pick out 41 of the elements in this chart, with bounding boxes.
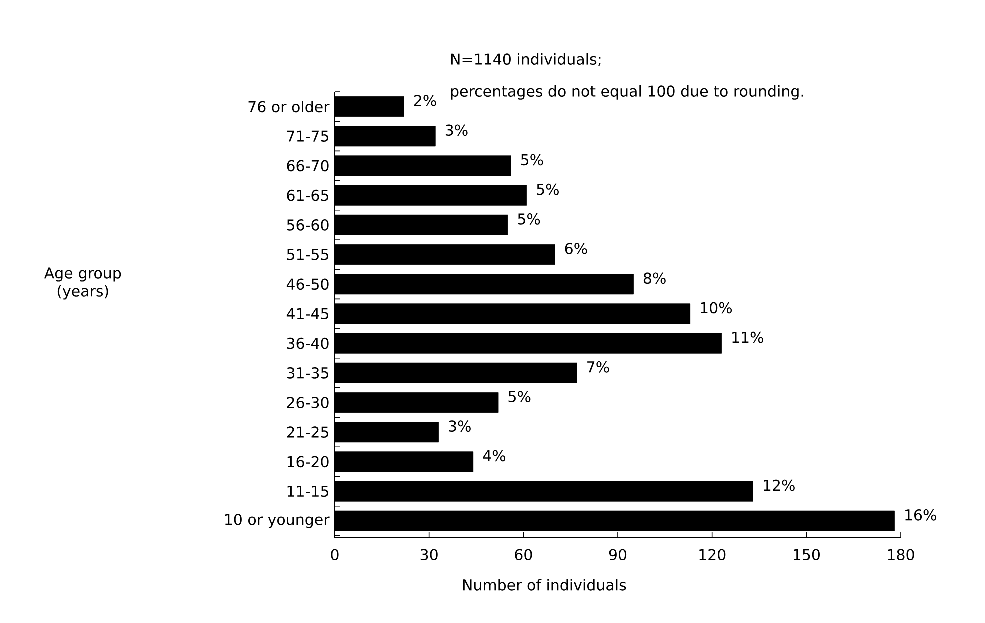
y-tick-label: 36-40 bbox=[287, 338, 329, 350]
annotation: 2% bbox=[414, 95, 436, 106]
x-tick-label: 0 bbox=[331, 549, 339, 561]
annotation: 7% bbox=[588, 361, 610, 373]
y-tick-label: 21-25 bbox=[287, 426, 328, 438]
x-tick-label: 90 bbox=[609, 549, 627, 561]
y-tick-label: 66-70 bbox=[287, 160, 329, 172]
annotation: 5% bbox=[508, 391, 531, 402]
y-tick-label: 46-50 bbox=[286, 278, 329, 290]
annotation: 8% bbox=[644, 272, 666, 284]
annotation: 5% bbox=[521, 154, 544, 166]
annotation: 11% bbox=[732, 332, 764, 344]
annotation: 4% bbox=[483, 450, 506, 462]
annotation: 5% bbox=[518, 214, 540, 225]
chart-subtitle: percentages do not equal 100 due to rounding. bbox=[451, 85, 804, 100]
chart-title: N=1140 individuals; bbox=[451, 53, 601, 67]
y-tick-label: 76 or older bbox=[248, 101, 330, 113]
y-tick-label: 11-15 bbox=[288, 486, 328, 498]
x-tick-label: 180 bbox=[888, 549, 914, 561]
annotation: 10% bbox=[701, 302, 732, 314]
annotation: 3% bbox=[449, 420, 471, 432]
text: Age group (years) bbox=[44, 268, 122, 300]
x-axis-title: Number of individuals bbox=[463, 579, 626, 591]
y-tick-label: 16-20 bbox=[288, 456, 329, 468]
x-tick-label: 150 bbox=[794, 549, 820, 561]
x-tick-label: 60 bbox=[515, 549, 532, 561]
y-tick-label: 61-65 bbox=[287, 190, 328, 202]
y-tick-label: 56-60 bbox=[287, 220, 329, 231]
y-tick-label: 51-55 bbox=[287, 249, 328, 260]
x-tick-label: 120 bbox=[700, 549, 726, 561]
annotation: 12% bbox=[764, 480, 795, 492]
annotation: 16% bbox=[906, 509, 936, 521]
x-tick-label: 30 bbox=[420, 549, 438, 561]
annotation: 6% bbox=[565, 243, 588, 254]
y-tick-label: 71-75 bbox=[287, 130, 328, 142]
annotation: 3% bbox=[446, 124, 468, 136]
y-tick-label: 31-35 bbox=[287, 367, 328, 379]
annotation: 5% bbox=[537, 184, 559, 196]
y-tick-label: 41-45 bbox=[286, 308, 328, 320]
y-tick-label: 10 or younger bbox=[225, 514, 330, 528]
y-tick-label: 26-30 bbox=[287, 397, 329, 408]
